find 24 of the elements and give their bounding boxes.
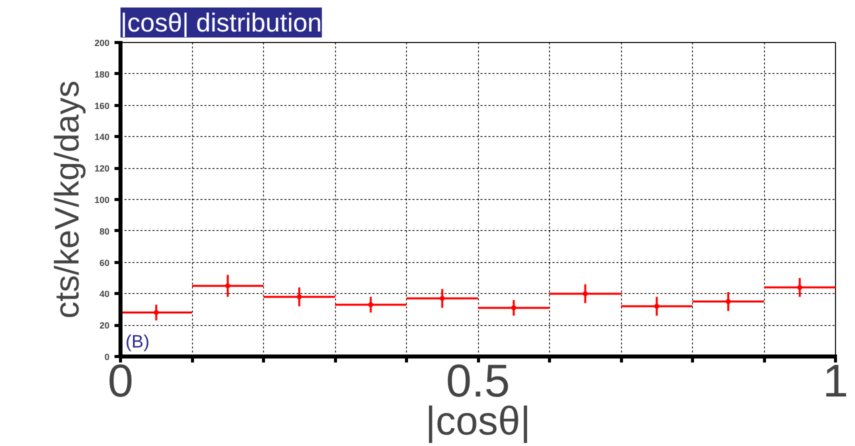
chart-title: |cosθ| distribution [120,8,322,38]
y-tick-label: 80 [99,226,110,236]
y-axis-title: cts/keV/kg/days [48,80,86,319]
y-tick-label: 120 [94,164,110,174]
point [225,283,230,288]
y-tick-label: 20 [99,320,110,331]
y-tick-label: 200 [94,38,110,48]
point [511,305,516,310]
point [582,291,588,296]
y-tick-label: 140 [94,132,110,142]
annotation: (B) [126,332,150,352]
point [726,299,731,304]
y-tick-label: 60 [99,258,110,268]
point [440,296,445,301]
point [296,294,302,300]
point [368,302,374,308]
x-tick-label: 1 [822,354,848,406]
point [654,304,660,309]
y-tick-label: 160 [94,100,110,111]
y-tick-label: 40 [99,289,110,300]
y-tick-label: 180 [94,69,110,80]
point [154,310,159,316]
point [797,284,802,290]
y-tick-label: 100 [94,195,110,205]
